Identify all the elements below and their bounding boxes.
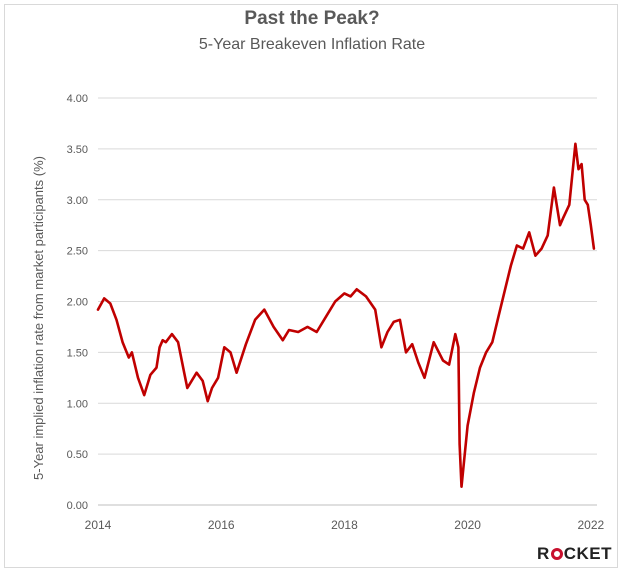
x-tick-label: 2014 xyxy=(85,518,112,532)
x-tick-label: 2016 xyxy=(208,518,235,532)
y-tick-label: 2.00 xyxy=(67,297,88,309)
chart-title: Past the Peak? xyxy=(244,8,380,29)
x-tick-labels: 2014 2016 2018 2020 2022 xyxy=(85,518,605,532)
y-tick-label: 4.00 xyxy=(67,93,88,105)
x-tick-label: 2022 xyxy=(577,518,604,532)
gridlines xyxy=(98,97,597,506)
logo-ring-icon xyxy=(550,548,563,560)
y-tick-label: 0.50 xyxy=(67,449,88,461)
breakeven-series-line xyxy=(96,142,596,488)
chart-subtitle: 5-Year Breakeven Inflation Rate xyxy=(198,36,426,53)
rocket-logo: R CKET xyxy=(536,544,612,563)
x-tick-label: 2020 xyxy=(454,518,481,532)
y-tick-label: 0.00 xyxy=(67,500,88,512)
x-tick-label: 2018 xyxy=(331,518,358,532)
y-tick-label: 2.50 xyxy=(67,246,88,258)
y-tick-label: 1.50 xyxy=(67,347,88,359)
y-tick-label: 1.00 xyxy=(67,398,88,410)
y-tick-label: 3.50 xyxy=(67,144,88,156)
y-tick-labels: 0.00 0.50 1.00 1.50 2.00 2.50 3.00 3.50 4.00 xyxy=(67,93,88,512)
y-tick-label: 3.00 xyxy=(67,195,88,207)
